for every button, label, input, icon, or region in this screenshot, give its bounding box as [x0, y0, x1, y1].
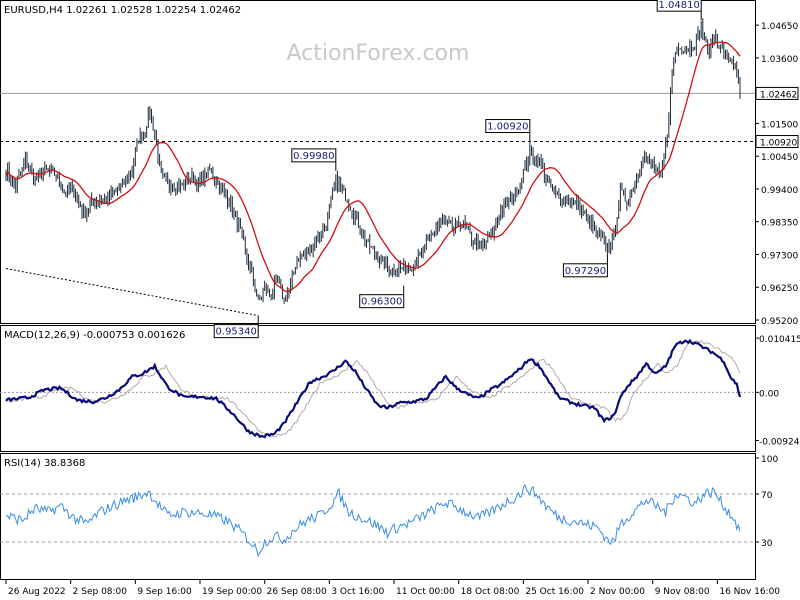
x-tick-label: 11 Oct 00:00 [396, 587, 455, 597]
x-tick-label: 19 Sep 00:00 [202, 587, 262, 597]
price-series-layer: 1.04810 1.00920 0.99980 0.97290 0.96300 0.953… [0, 0, 755, 339]
symbol-info-label: EURUSD,H4 1.02261 1.02528 1.02254 1.0246… [4, 5, 241, 16]
price-y-tick-label: 0.98350 [761, 219, 798, 229]
price-annotation: 0.99980 [291, 148, 337, 171]
annotation-box [656, 0, 702, 12]
macd-signal-line [6, 339, 741, 438]
price-annotation: 0.96300 [359, 285, 405, 309]
rsi-series-layer [0, 483, 755, 558]
rsi-line [5, 483, 741, 558]
price-annotation: 0.95340 [213, 315, 259, 339]
x-tick-label: 9 Nov 08:00 [655, 587, 710, 597]
annotation-label: 1.00920 [487, 122, 528, 133]
annotation-box [562, 263, 608, 278]
annotation-label: 0.97290 [565, 266, 606, 277]
annotation-label: 0.99980 [293, 151, 334, 162]
macd-panel [0, 325, 756, 452]
x-tick-label: 2 Sep 08:00 [73, 587, 128, 597]
price-y-tick-label: 1.04650 [761, 22, 798, 32]
price-y-tick-label: 0.97300 [761, 251, 798, 261]
watermark: ActionForex.com [287, 41, 470, 66]
x-tick-label: 16 Nov 16:00 [719, 587, 780, 597]
annotation-box [213, 324, 259, 339]
x-tick-label: 26 Aug 2022 [8, 587, 66, 597]
price-y-tick-label: 1.03600 [761, 55, 798, 65]
annotation-label: 0.95340 [216, 327, 257, 338]
annotation-label: 0.96300 [361, 297, 402, 308]
rsi-indicator-label: RSI(14) 38.8368 [4, 458, 85, 469]
price-y-tick-label: 0.96250 [761, 284, 798, 294]
macd-y-tick-label: 0.010415 [759, 335, 800, 345]
annotation-box [359, 294, 405, 309]
axis-layer: 1.04650 1.03600 1.01500 1.00450 0.99400 0.983… [5, 22, 800, 597]
level-price-label-box [755, 135, 799, 149]
x-tick-label: 9 Sep 16:00 [137, 587, 192, 597]
current-price-label-box [755, 86, 799, 100]
annotation-box [485, 119, 531, 134]
annotation-label: 1.04810 [659, 0, 700, 11]
macd-line [5, 338, 742, 439]
price-y-tick-label: 1.00450 [761, 153, 798, 163]
rsi-y-tick-label: 30 [761, 539, 773, 549]
rsi-panel [0, 453, 756, 580]
rsi-y-tick-label: 100 [761, 455, 778, 465]
x-tick-label: 25 Oct 16:00 [525, 587, 584, 597]
trendline [5, 268, 259, 317]
x-tick-label: 3 Oct 16:00 [331, 587, 384, 597]
x-tick-label: 2 Nov 00:00 [590, 587, 645, 597]
macd-indicator-label: MACD(12,26,9) -0.000753 0.001626 [4, 330, 185, 341]
moving-average-line [5, 41, 741, 293]
macd-series-layer [0, 338, 755, 439]
macd-y-tick-label: 0.00 [759, 389, 779, 399]
current-price-label: 1.02462 [760, 90, 797, 100]
x-tick-label: 26 Sep 08:00 [267, 587, 327, 597]
price-y-tick-label: 0.99400 [761, 186, 798, 196]
rsi-y-tick-label: 70 [761, 491, 773, 501]
price-annotation: 0.97290 [562, 254, 608, 278]
price-annotation: 1.00920 [485, 119, 531, 142]
macd-y-tick-label: -0.009244 [759, 437, 800, 447]
price-y-tick-label: 0.95200 [761, 317, 798, 327]
annotation-box [291, 148, 337, 163]
price-annotation: 1.04810 [656, 0, 702, 21]
level-price-label: 1.00920 [760, 139, 797, 149]
x-tick-label: 18 Oct 08:00 [461, 587, 520, 597]
price-panel [0, 0, 756, 324]
price-y-tick-label: 1.01500 [761, 120, 798, 130]
